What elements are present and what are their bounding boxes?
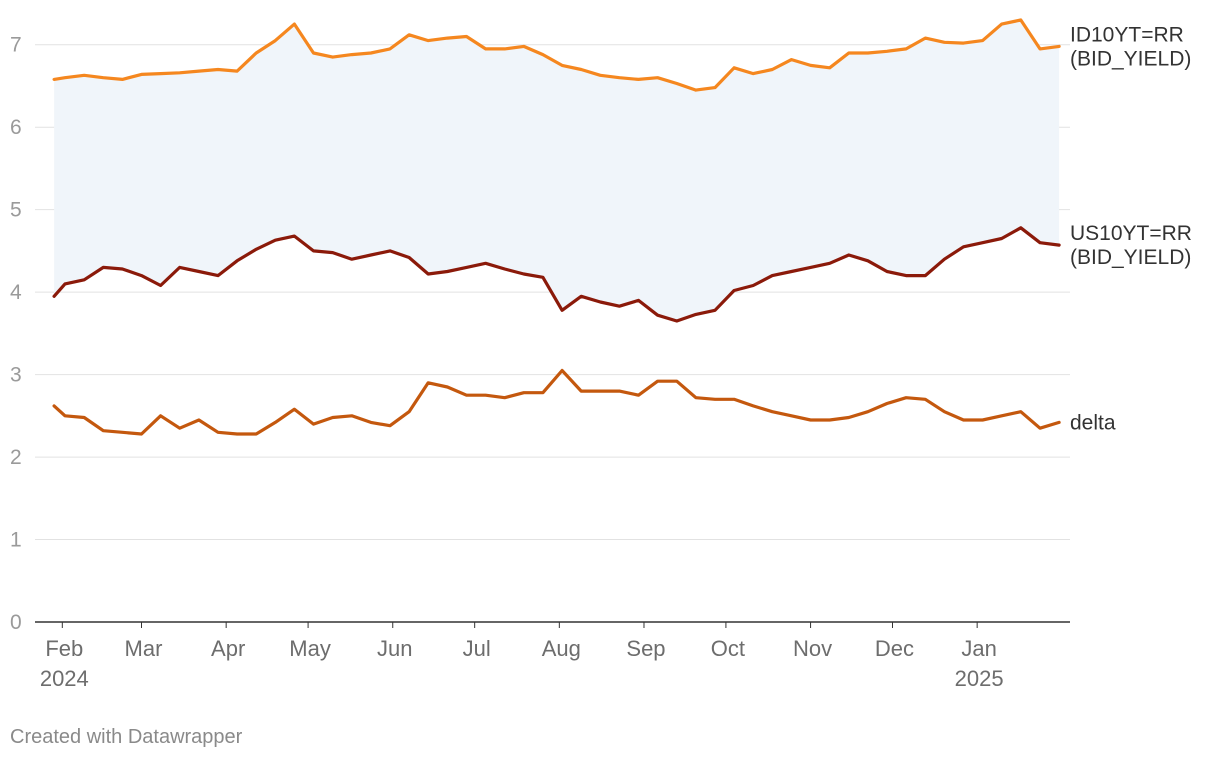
y-tick-label: 7: [10, 34, 22, 57]
series-line-us10yt: [52, 226, 1061, 323]
x-axis-ticks: Feb 2024 Mar Apr May Jun Jul Aug Sep Oct Nov Dec Jan…: [40, 622, 1004, 691]
line-chart: 0 1 2 3 4 5 6 7 Feb 2024 Mar Apr May Jun Jul Aug Sep Oct…: [10, 18, 1192, 691]
x-tick-label: Apr: [211, 636, 245, 661]
y-tick-label: 1: [10, 529, 22, 552]
series-label-id10yt: ID10YT=RR: [1070, 23, 1184, 46]
series-label-us10yt: US10YT=RR: [1070, 222, 1192, 245]
y-tick-label: 5: [10, 199, 22, 222]
y-tick-label: 3: [10, 364, 22, 387]
spread-area-fill: [54, 20, 1060, 321]
x-tick-year: 2024: [40, 666, 89, 691]
y-tick-label: 0: [10, 611, 22, 634]
series-line-delta: [52, 368, 1061, 436]
y-axis-ticks: 0 1 2 3 4 5 6 7: [10, 34, 22, 634]
x-tick-label: Feb: [45, 636, 83, 661]
x-tick-label: Nov: [793, 636, 832, 661]
x-tick-label: Mar: [125, 636, 163, 661]
credit-footer: Created with Datawrapper: [10, 726, 243, 748]
x-tick-label: Jun: [377, 636, 412, 661]
spread-area: [54, 20, 1060, 321]
x-tick-label: May: [289, 636, 331, 661]
series-label-us10yt: (BID_YIELD): [1070, 246, 1191, 269]
series-label-delta: delta: [1070, 411, 1116, 434]
y-tick-label: 6: [10, 116, 22, 139]
x-tick-label: Jan: [961, 636, 996, 661]
y-tick-label: 4: [10, 281, 22, 304]
y-tick-label: 2: [10, 446, 22, 469]
x-tick-label: Dec: [875, 636, 914, 661]
series-line-id10yt: [52, 18, 1061, 92]
series-lines: [52, 18, 1061, 436]
series-labels: ID10YT=RR(BID_YIELD)US10YT=RR(BID_YIELD)…: [1070, 23, 1192, 434]
x-tick-label: Oct: [711, 636, 745, 661]
x-tick-year: 2025: [955, 666, 1004, 691]
series-label-id10yt: (BID_YIELD): [1070, 47, 1191, 70]
x-tick-label: Sep: [626, 636, 665, 661]
x-tick-label: Aug: [542, 636, 581, 661]
x-tick-label: Jul: [463, 636, 491, 661]
